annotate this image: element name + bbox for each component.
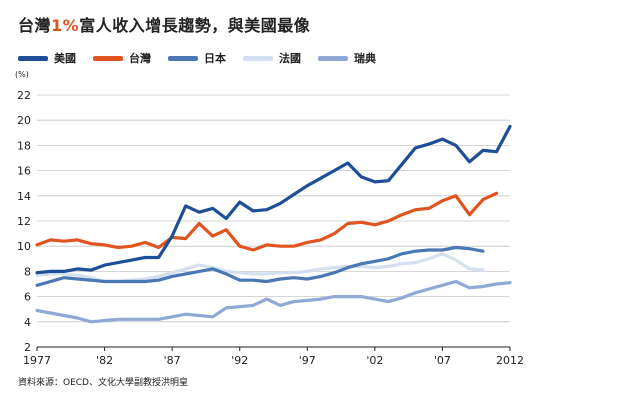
y-unit-label: (%)	[15, 70, 29, 79]
y-tick-label-2: 2	[24, 341, 31, 354]
x-tick-label-2002: '02	[366, 354, 383, 367]
source-note: 資料來源：OECD、文化大學副教授洪明皇	[18, 378, 188, 388]
legend-swatch	[318, 55, 348, 61]
series-line-法國	[35, 252, 485, 284]
y-tick-label-12: 12	[17, 215, 31, 228]
legend-swatch	[93, 55, 123, 61]
series-line-瑞典	[35, 279, 512, 324]
legend-item: 日本	[168, 50, 226, 66]
legend-swatch	[243, 55, 273, 61]
legend-item: 台灣	[93, 50, 151, 66]
x-tick-label-1977: 1977	[23, 354, 51, 367]
y-tick-label-22: 22	[17, 89, 31, 102]
legend-label: 法國	[279, 52, 301, 65]
title-suffix: 富人收入增長趨勢，與美國最像	[79, 16, 311, 35]
x-tick-label-1987: '87	[164, 354, 181, 367]
legend-swatch	[168, 55, 198, 61]
legend-label: 瑞典	[354, 52, 376, 65]
series-line-台灣	[35, 191, 499, 252]
x-tick-label-1997: '97	[299, 354, 316, 367]
y-tick-label-4: 4	[24, 316, 31, 329]
x-tick-label-1992: '92	[231, 354, 248, 367]
y-tick-label-10: 10	[17, 240, 31, 253]
series-line-美國	[35, 124, 512, 275]
legend-swatch	[18, 55, 48, 61]
series-line-日本	[35, 245, 485, 287]
x-tick-label-2007: '07	[434, 354, 451, 367]
y-tick-label-18: 18	[17, 139, 31, 152]
y-tick-label-6: 6	[24, 291, 31, 304]
legend-item: 瑞典	[318, 50, 376, 66]
title-prefix: 台灣	[18, 16, 52, 35]
legend-label: 台灣	[129, 52, 151, 65]
x-tick-label-1982: '82	[96, 354, 113, 367]
chart-legend: 美國 台灣 日本 法國 瑞典	[18, 50, 376, 66]
legend-label: 美國	[54, 52, 76, 65]
y-tick-label-16: 16	[17, 165, 31, 178]
title-highlight: 1%	[51, 16, 80, 35]
legend-item: 法國	[243, 50, 301, 66]
chart-title: 台灣1%富人收入增長趨勢，與美國最像	[18, 12, 310, 36]
y-tick-label-20: 20	[17, 114, 31, 127]
y-tick-label-8: 8	[24, 265, 31, 278]
legend-item: 美國	[18, 50, 76, 66]
y-tick-label-14: 14	[17, 190, 31, 203]
x-tick-label-2012: 2012	[496, 354, 524, 367]
legend-label: 日本	[204, 52, 226, 65]
